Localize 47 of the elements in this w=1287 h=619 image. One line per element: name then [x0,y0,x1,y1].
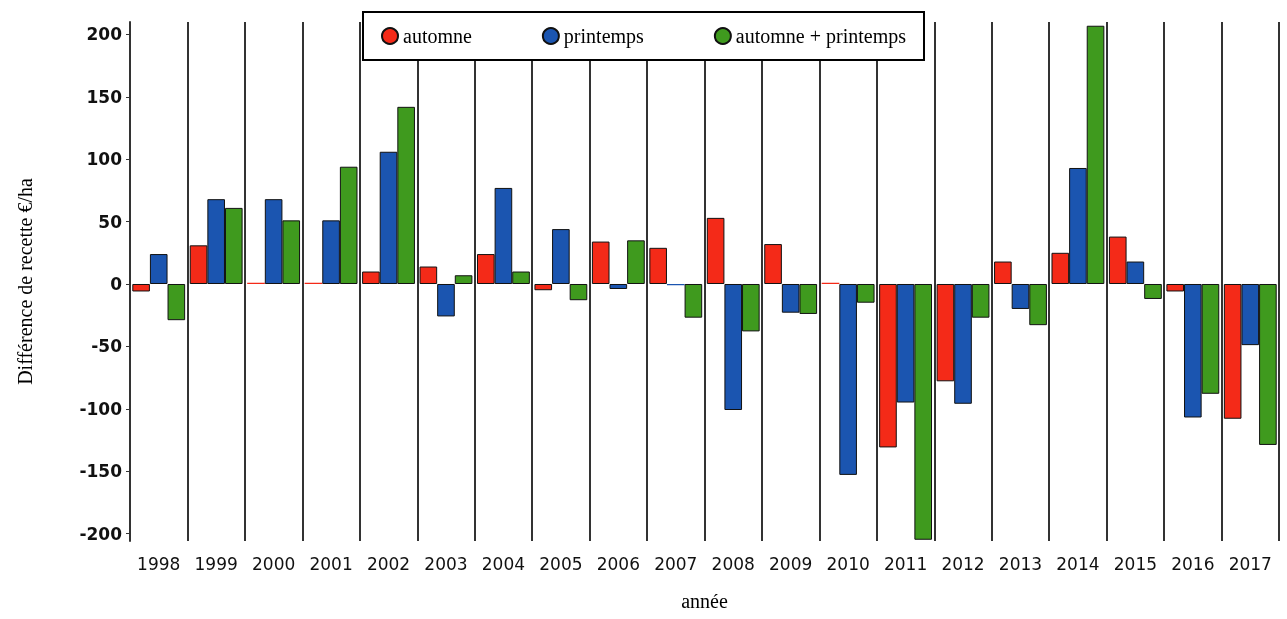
x-tick-label: 2002 [366,553,411,574]
y-tick-label: 0 [110,274,123,294]
x-tick-label: 2014 [1056,553,1100,574]
legend-label: printemps [563,25,645,48]
y-tick-label: -150 [79,461,123,482]
y-tick-label: -200 [79,523,123,544]
bar [764,244,782,284]
y-tick-label: -50 [91,336,123,357]
y-tick-label: 200 [86,24,123,45]
bar [994,261,1012,284]
x-tick-label: 2009 [769,553,813,574]
bar [132,284,150,292]
x-tick-label: 2004 [481,553,526,574]
x-tick-label: 2005 [539,553,583,574]
bar [569,284,588,301]
x-tick-label: 2000 [251,553,296,574]
bar [627,240,645,284]
y-tick-label: 150 [86,86,123,107]
x-tick-label: 2006 [596,553,640,574]
y-tick-label: 100 [86,149,123,170]
bar [552,229,570,284]
x-tick-label: 1998 [137,553,181,574]
bar [649,247,667,284]
x-tick-label: 2010 [826,553,870,574]
legend-label: automne [403,25,472,47]
x-tick-label: 2013 [998,553,1043,574]
bar [454,275,473,284]
bar [684,284,703,318]
bar [1144,284,1162,299]
legend-label: automne + printemps [735,25,907,48]
bar [534,284,553,291]
x-tick-label: 2003 [424,553,468,574]
y-axis-title: Différence de recette €/ha [14,178,36,385]
y-tick-label: 50 [98,211,123,232]
x-tick-label: 2017 [1228,553,1272,574]
x-tick-label: 2007 [654,553,698,574]
x-axis-title: année [681,590,728,612]
x-tick-label: 1999 [194,553,238,574]
bar [419,266,438,284]
x-tick-label: 2008 [711,553,755,574]
x-tick-label: 2012 [941,553,985,574]
x-tick-label: 2015 [1113,553,1158,574]
x-tick-label: 2016 [1171,553,1215,574]
x-tick-label: 2001 [309,553,353,574]
y-tick-label: -100 [79,398,123,419]
bar [437,284,455,317]
x-tick-label: 2011 [883,553,928,574]
